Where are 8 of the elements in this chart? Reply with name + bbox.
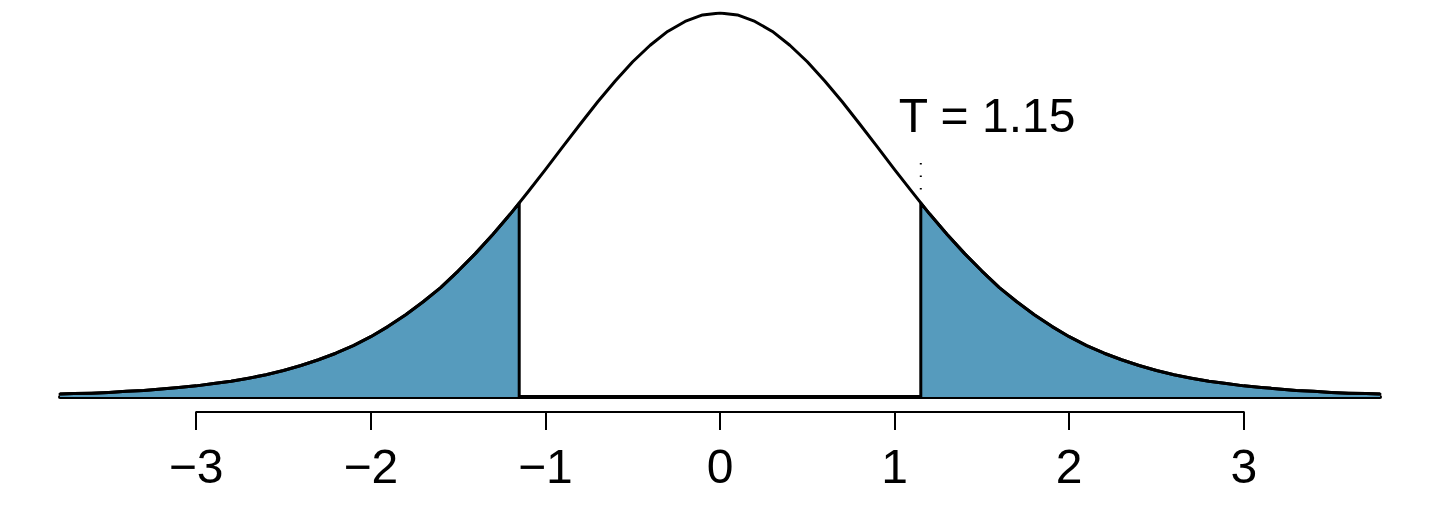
x-tick-label: 0 — [706, 439, 734, 493]
x-tick-label: 1 — [881, 439, 908, 493]
annotation: T = 1.15 — [898, 88, 1076, 142]
x-tick-label: 3 — [1230, 439, 1258, 493]
x-tick-label: 2 — [1055, 439, 1083, 493]
x-tick-label: −3 — [168, 439, 224, 493]
x-tick-label: −1 — [518, 439, 573, 493]
x-tick-label: −2 — [343, 439, 399, 493]
